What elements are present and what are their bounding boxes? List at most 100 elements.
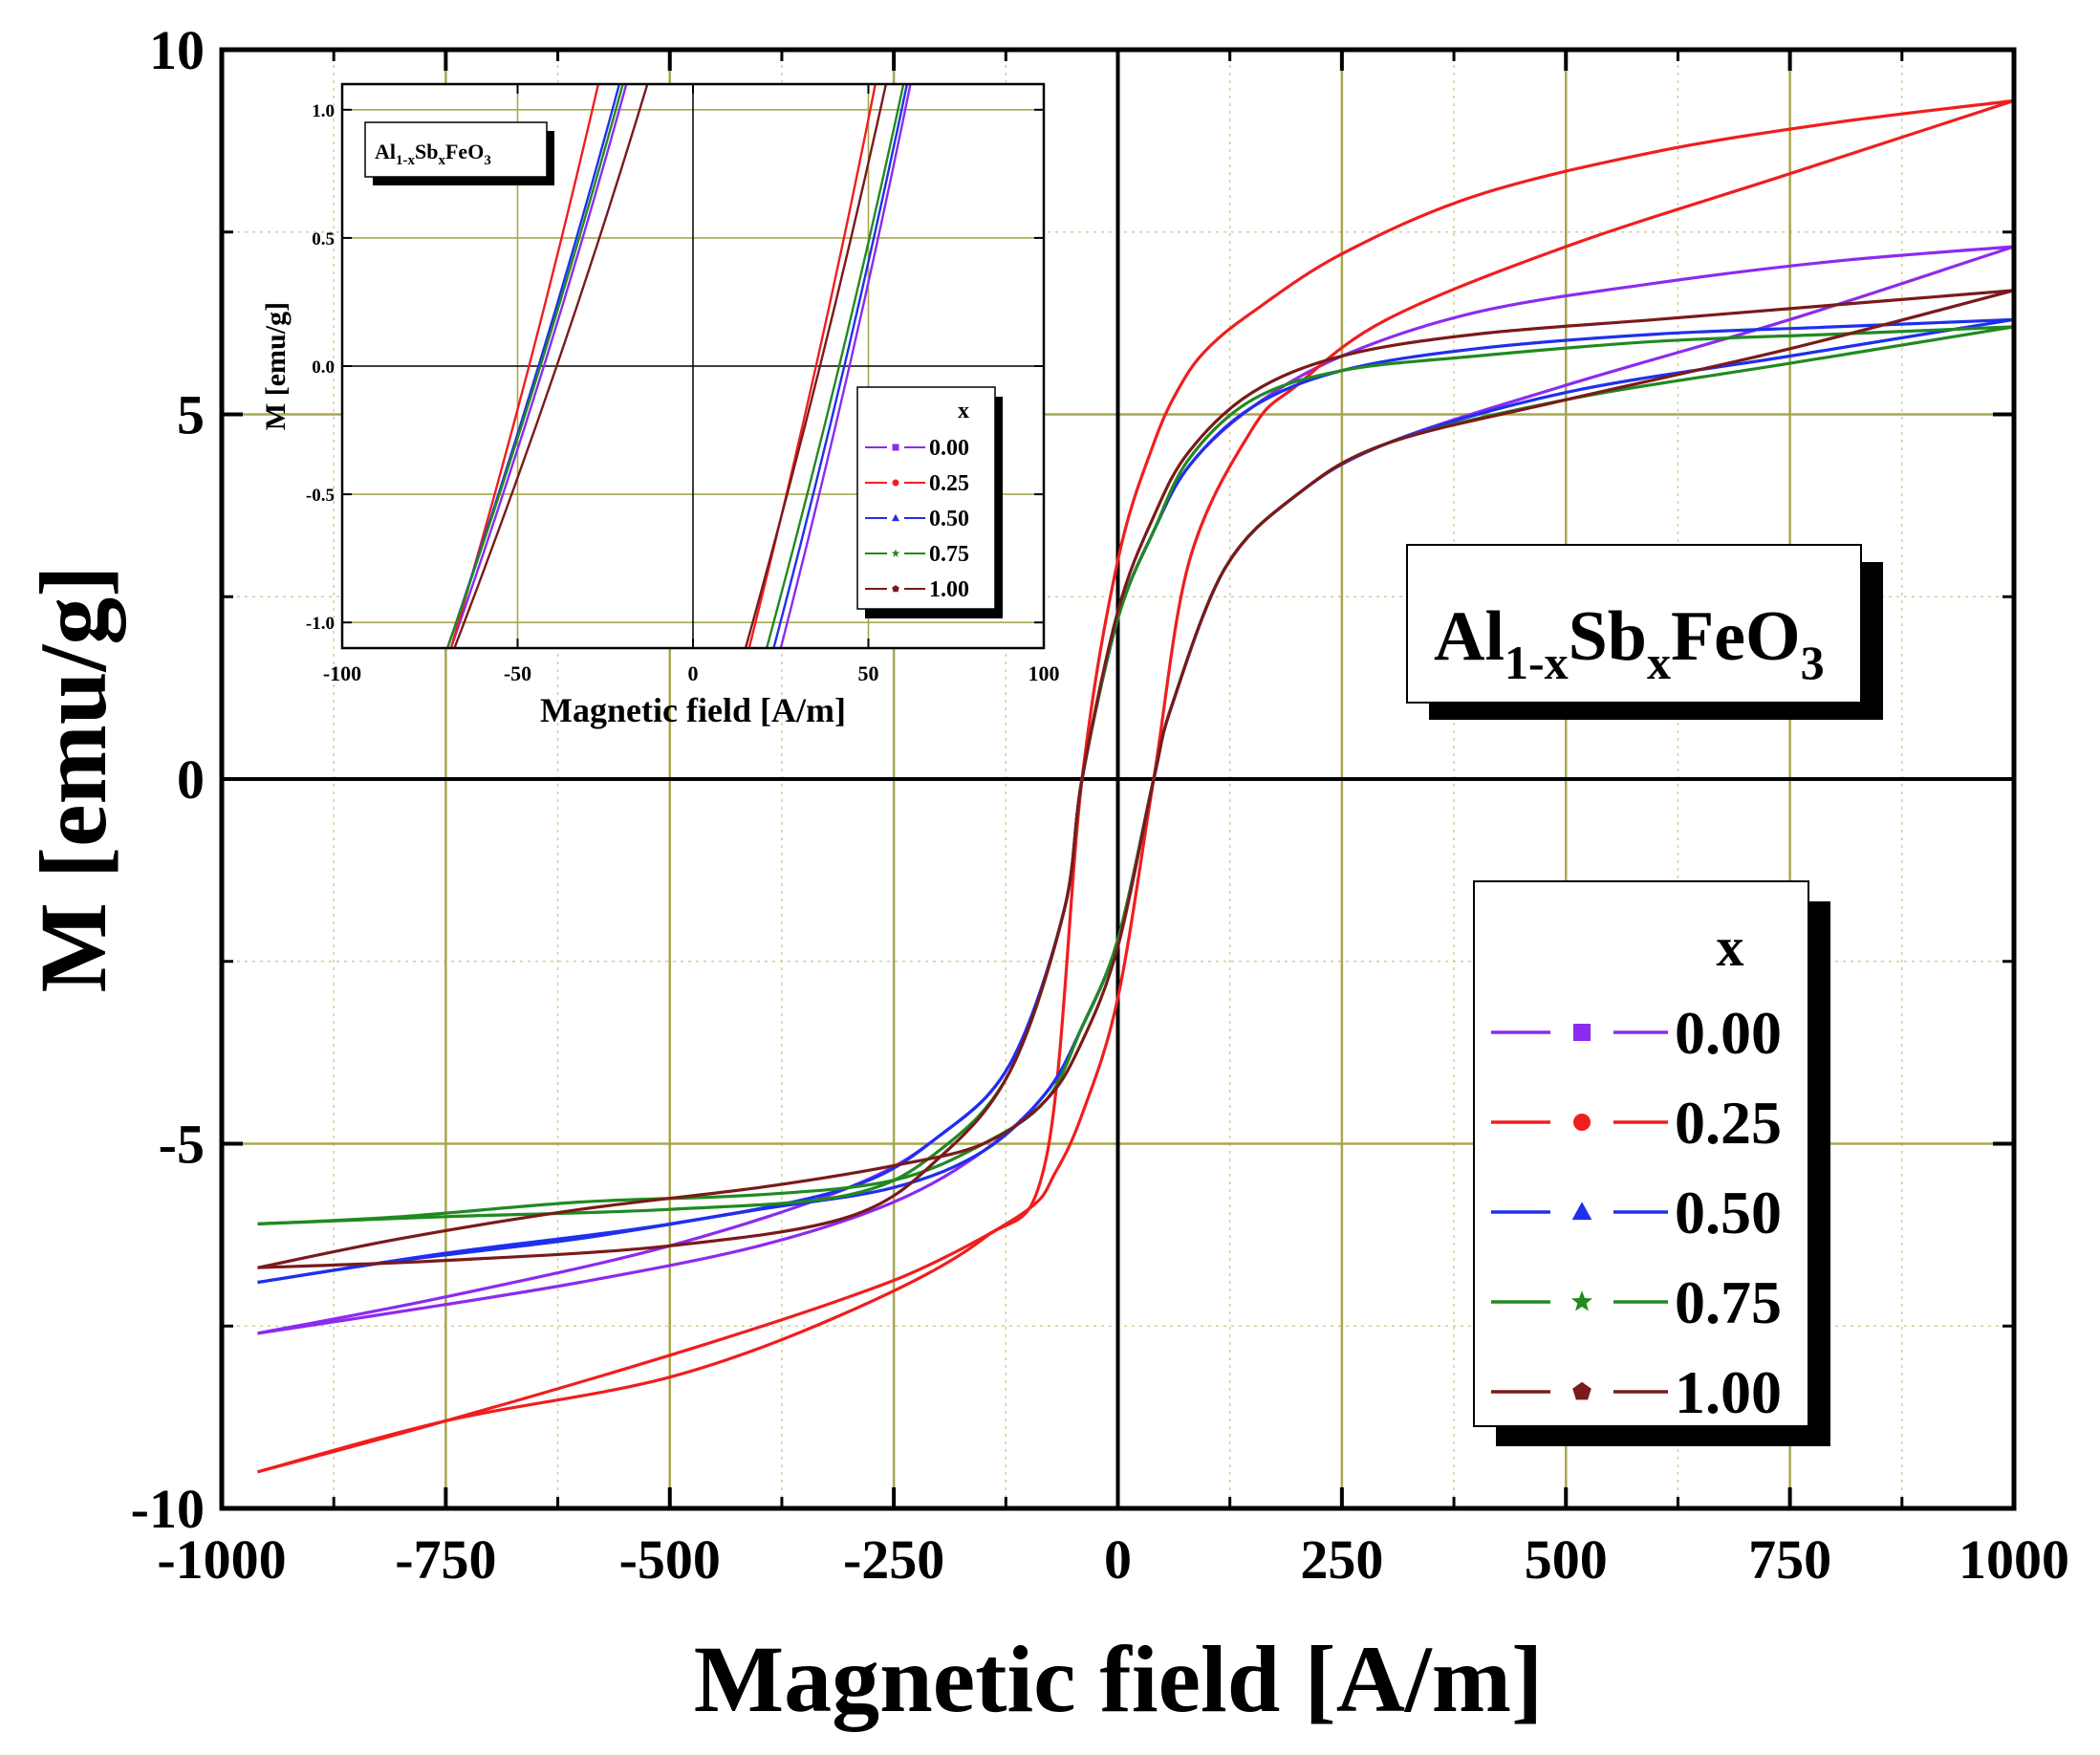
- inset-legend-marker-star: [891, 549, 900, 557]
- series-line-1-00-upper: [257, 289, 2015, 1269]
- inset-x-tick-label: -100: [323, 661, 361, 685]
- inset-series-line-0-00-left: [449, 83, 628, 649]
- inset-compound-label: Al1-xSbxFeO3: [375, 140, 491, 168]
- inset-legend-label: 0.25: [929, 471, 969, 496]
- y-tick-label: 0: [177, 748, 205, 811]
- main-legend: x 0.00 0.25 0.50 0.75 1.00: [1473, 880, 1830, 1446]
- y-tick-label: 10: [149, 19, 205, 81]
- x-tick-label: 750: [1748, 1528, 1831, 1591]
- legend-entry-0-00: 0.00: [1491, 999, 1782, 1067]
- compound-base-1: Al: [1434, 597, 1505, 676]
- inset-legend-label: 0.00: [929, 436, 969, 461]
- legend-title: x: [1717, 916, 1744, 978]
- compound-base-3: FeO: [1671, 597, 1801, 676]
- inset-x-tick-label: -50: [504, 661, 531, 685]
- legend-marker-square: [1573, 1024, 1591, 1041]
- legend-label: 0.50: [1675, 1179, 1782, 1246]
- series-line-0-25-lower: [257, 98, 2015, 1474]
- inset-y-tick-label: 1.0: [312, 101, 335, 121]
- inset-compound-base-1: Al: [375, 140, 396, 163]
- legend-marker-triangle: [1571, 1202, 1592, 1221]
- legend-entry-0-75: 0.75: [1491, 1268, 1782, 1336]
- inset-x-tick-label: 100: [1028, 661, 1060, 685]
- inset-compound-sub-1: 1-x: [396, 153, 415, 168]
- inset-ticks: -100 -50 0 50 100 -1.0 -0.5 0.0 0.5 1.0: [306, 84, 1060, 685]
- inset-x-tick-label: 50: [858, 661, 879, 685]
- inset-y-tick-label: 0.0: [312, 358, 335, 378]
- inset-x-axis-label: Magnetic field [A/m]: [540, 691, 846, 729]
- inset-legend-entry-1-00: 1.00: [865, 577, 969, 602]
- y-axis-label: M [emu/g]: [20, 565, 126, 992]
- inset-legend-marker-square: [892, 444, 899, 451]
- inset-y-axis-label: M [emu/g]: [260, 302, 292, 430]
- inset-y-tick-label: 0.5: [312, 229, 335, 249]
- x-tick-label: 0: [1104, 1528, 1132, 1591]
- compound-sub-2: x: [1647, 636, 1671, 689]
- legend-frame: [1473, 880, 1809, 1427]
- x-axis-label: Magnetic field [A/m]: [694, 1626, 1544, 1732]
- inset-legend-entry-0-25: 0.25: [865, 471, 969, 496]
- inset-series-line-1-00-left: [453, 83, 649, 649]
- inset-series-line-0-25-right: [747, 83, 877, 649]
- main-series-group: [257, 98, 2015, 1474]
- legend-marker-circle: [1573, 1114, 1591, 1131]
- legend-label: 0.75: [1675, 1268, 1782, 1336]
- main-zero-lines: [222, 50, 2014, 1508]
- inset-series-line-0-75-left: [445, 83, 624, 649]
- inset-series-0-75: [445, 83, 905, 649]
- legend-entries: 0.00 0.25 0.50 0.75 1.00: [1491, 999, 1782, 1426]
- y-tick-label: -5: [159, 1114, 205, 1176]
- inset-legend-label: 0.75: [929, 542, 969, 567]
- inset-series-group: [445, 83, 912, 649]
- compound-base-2: Sb: [1569, 597, 1647, 676]
- inset-compound-sub-2: x: [438, 153, 445, 168]
- inset-legend-frame: [856, 386, 996, 610]
- inset-y-tick-label: -0.5: [306, 486, 335, 506]
- series-0-25: [257, 98, 2015, 1474]
- x-tick-label: 500: [1525, 1528, 1608, 1591]
- compound-sub-1: 1-x: [1505, 636, 1569, 689]
- compound-label-box: Al1-xSbxFeO3: [1406, 544, 1883, 720]
- inset-legend-marker-pentagon: [892, 585, 899, 593]
- inset-series-line-0-00-right: [779, 83, 912, 649]
- x-tick-label: -500: [619, 1528, 721, 1591]
- legend-marker-star: [1570, 1290, 1593, 1311]
- x-tick-label: -1000: [157, 1528, 286, 1591]
- inset-series-line-0-50-right: [772, 83, 909, 649]
- inset-compound-frame: [364, 121, 548, 178]
- compound-label-frame: [1406, 544, 1862, 704]
- x-tick-label: -250: [843, 1528, 944, 1591]
- inset-compound-box: Al1-xSbxFeO3: [364, 121, 554, 185]
- series-line-1-00-lower: [257, 289, 2015, 1269]
- inset-y-tick-label: -1.0: [306, 614, 335, 634]
- legend-entry-1-00: 1.00: [1491, 1358, 1782, 1426]
- y-tick-label: 5: [177, 384, 205, 446]
- legend-entry-0-50: 0.50: [1491, 1179, 1782, 1246]
- legend-entry-0-25: 0.25: [1491, 1089, 1782, 1157]
- inset-compound-sub-3: 3: [484, 153, 491, 168]
- inset-compound-base-3: FeO: [445, 140, 484, 163]
- inset-legend-label: 1.00: [929, 577, 969, 602]
- inset-legend-entry-0-75: 0.75: [865, 542, 969, 567]
- inset-compound-base-2: Sb: [415, 140, 438, 163]
- inset-legend-marker-triangle: [891, 513, 900, 522]
- x-tick-label: -750: [395, 1528, 496, 1591]
- inset-series-1-00: [453, 83, 888, 649]
- x-tick-label: 1000: [1959, 1528, 2069, 1591]
- inset-legend: x 0.00 0.25 0.50 0.75 1.00: [856, 386, 1003, 618]
- legend-label: 0.25: [1675, 1089, 1782, 1157]
- inset-legend-entry-0-50: 0.50: [865, 507, 969, 531]
- inset-x-tick-label: 0: [688, 661, 699, 685]
- inset-series-0-00: [449, 83, 912, 649]
- inset-legend-title: x: [958, 399, 969, 423]
- inset-legend-entries: 0.00 0.25 0.50 0.75 1.00: [865, 436, 969, 602]
- legend-marker-pentagon: [1572, 1381, 1591, 1400]
- x-tick-label: 250: [1300, 1528, 1383, 1591]
- y-tick-label: -10: [131, 1478, 205, 1540]
- inset-legend-label: 0.50: [929, 507, 969, 531]
- inset-series-line-1-00-right: [744, 83, 888, 649]
- inset-plot: -100 -50 0 50 100 -1.0 -0.5 0.0 0.5 1.0 Magnetic …: [260, 82, 1060, 729]
